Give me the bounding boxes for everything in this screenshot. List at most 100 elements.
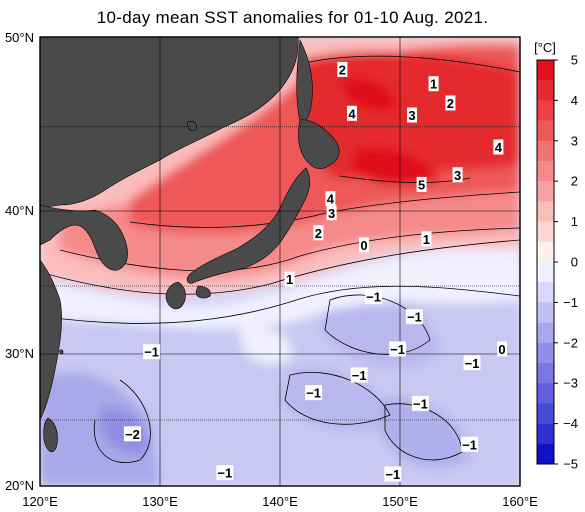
colorbar-swatch	[537, 140, 554, 162]
contour-label-text: 1	[423, 232, 430, 247]
colorbar-swatch	[537, 262, 554, 283]
contour-label-text: 3	[328, 206, 335, 221]
contour-label: −2	[123, 426, 141, 442]
contour-label-text: 4	[327, 192, 335, 207]
colorbar-swatch	[537, 302, 554, 323]
contour-label-text: −1	[385, 467, 400, 482]
contour-label-bg	[416, 176, 427, 192]
colorbar-swatch	[537, 100, 554, 121]
contour-label-bg	[421, 231, 432, 247]
colorbar-swatch	[537, 241, 554, 263]
contour-label-text: −1	[144, 345, 159, 360]
contour-label: −1	[463, 355, 481, 371]
contour-label-bg	[305, 385, 323, 401]
contour-label: −1	[411, 395, 429, 411]
contour-label: −1	[216, 465, 234, 481]
colorbar-tick-label: 1	[571, 214, 578, 229]
contour-label-text: −1	[352, 368, 367, 383]
contour-label: 3	[452, 167, 463, 183]
contour-label-bg	[463, 355, 481, 371]
contour-label-text: −1	[465, 356, 480, 371]
contour-label: 1	[428, 76, 439, 92]
contour-label-text: 3	[454, 168, 461, 183]
colorbar-swatch	[537, 120, 554, 142]
contour-label-bg	[365, 289, 383, 305]
colorbar-swatch	[537, 80, 554, 101]
contour-label: 0	[359, 237, 369, 253]
contour-label: −1	[461, 436, 479, 452]
colorbar-tick-label: 2	[571, 174, 578, 189]
colorbar-tick-label: −1	[563, 295, 578, 310]
contour-label-text: −1	[462, 437, 477, 452]
colorbar-tick-label: −3	[563, 376, 578, 391]
contour-label-bg	[452, 167, 463, 183]
contour-label-text: −1	[390, 342, 405, 357]
map-frame	[39, 36, 521, 487]
contour-label-bg	[143, 344, 161, 360]
colorbar-swatch	[537, 282, 554, 303]
lat-tick-30: 30°N	[5, 346, 34, 361]
lat-tick-40: 40°N	[5, 203, 34, 218]
contour-label-text: 0	[360, 238, 367, 253]
contour-label-bg	[497, 341, 507, 357]
contour-label: −1	[350, 367, 368, 383]
lat-tick-20: 20°N	[5, 478, 34, 493]
contour-label-text: 4	[495, 140, 503, 155]
contour-label-text: −1	[413, 396, 428, 411]
colorbar: [°C] 5 4 3 2 1 0 −1 −2 −3 −4 −5	[534, 40, 578, 472]
contour-label-bg	[325, 191, 336, 207]
contour-label-text: 2	[447, 96, 454, 111]
contour-label-bg	[461, 436, 479, 452]
lon-tick-140: 140°E	[262, 494, 298, 509]
contour-label-bg	[350, 367, 368, 383]
contour-label: −1	[405, 309, 423, 325]
contour-label-text: 1	[286, 272, 293, 287]
contour-label: 2	[445, 95, 456, 111]
contour-label-text: 0	[498, 342, 505, 357]
lon-tick-130: 130°E	[142, 494, 178, 509]
contour-label: 2	[337, 61, 348, 77]
contour-label: −1	[305, 385, 323, 401]
contour-label: −1	[365, 289, 383, 305]
contour-label-text: −1	[366, 290, 381, 305]
graticule	[40, 37, 520, 486]
contour-label: 2	[313, 225, 324, 241]
contour-label-text: 1	[430, 77, 437, 92]
lat-axis-labels: 50°N 40°N 30°N 20°N	[5, 30, 34, 493]
land-areas	[40, 37, 340, 452]
contour-label-text: −1	[306, 386, 321, 401]
contour-label-bg	[407, 107, 417, 123]
contour-label-bg	[405, 309, 423, 325]
colorbar-swatch	[537, 161, 554, 182]
colorbar-swatch	[537, 201, 554, 222]
contour-label-bg	[313, 225, 324, 241]
colorbar-swatch	[537, 383, 554, 404]
colorbar-tick-label: 3	[571, 133, 578, 148]
lon-axis-labels: 120°E 130°E 140°E 150°E 160°E	[22, 494, 538, 509]
colorbar-swatch	[537, 403, 554, 424]
lon-tick-150: 150°E	[382, 494, 418, 509]
colorbar-tick-label: 5	[571, 53, 578, 68]
contour-label-bg	[337, 61, 348, 77]
contour-label-text: 3	[408, 108, 415, 123]
contour-label: 0	[497, 341, 507, 357]
lon-tick-120: 120°E	[22, 494, 58, 509]
contour-label-bg	[216, 465, 234, 481]
lon-tick-160: 160°E	[502, 494, 538, 509]
contour-label: −1	[384, 466, 402, 482]
contour-label-bg	[445, 95, 456, 111]
contour-label-bg	[411, 395, 429, 411]
contour-label: −1	[143, 344, 161, 360]
contour-label-bg	[359, 237, 369, 253]
contour-label: 4	[325, 191, 336, 207]
contour-label-bg	[347, 105, 357, 121]
colorbar-swatch	[537, 322, 554, 344]
contour-label-text: 2	[339, 62, 346, 77]
colorbar-tick-label: −5	[563, 457, 578, 472]
colorbar-swatch	[537, 443, 554, 465]
contour-label: 3	[326, 205, 337, 221]
contour-label-text: −1	[407, 310, 422, 325]
colorbar-tick-label: −4	[563, 416, 578, 431]
